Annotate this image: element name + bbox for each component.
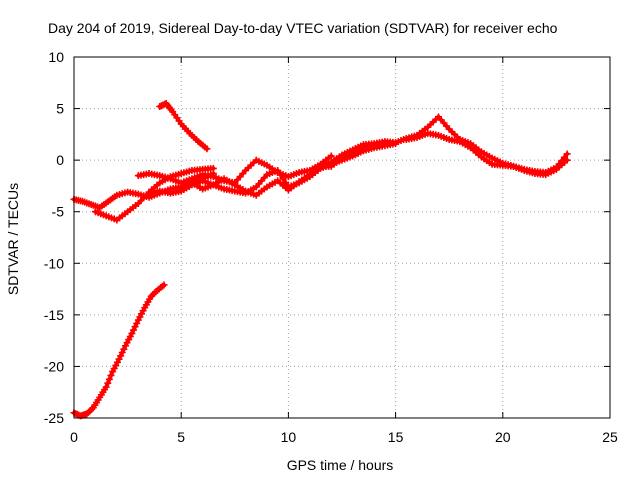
x-tick-label: 10 xyxy=(281,429,297,445)
y-tick-label: -10 xyxy=(44,255,64,271)
series-line xyxy=(72,282,167,418)
y-tick-label: -25 xyxy=(44,410,64,426)
data-point xyxy=(104,379,112,387)
grid xyxy=(74,57,610,418)
data-point xyxy=(327,152,335,160)
x-tick-label: 25 xyxy=(602,429,618,445)
plot-frame xyxy=(73,56,611,419)
data-point xyxy=(209,164,217,172)
data-point xyxy=(160,281,168,289)
data-point xyxy=(274,166,282,174)
y-tick-label: 5 xyxy=(56,101,64,117)
series-track-f xyxy=(317,113,571,177)
x-tick-label: 15 xyxy=(388,429,404,445)
x-tick-labels: 0 5 10 15 20 25 xyxy=(70,429,618,445)
y-tick-label: -5 xyxy=(52,204,65,220)
chart-title: Day 204 of 2019, Sidereal Day-to-day VTE… xyxy=(48,20,558,36)
x-tick-label: 20 xyxy=(495,429,511,445)
y-axis-label: SDTVAR / TECUs xyxy=(5,183,21,295)
data-point xyxy=(102,383,110,391)
y-tick-label: -15 xyxy=(44,307,64,323)
data-point xyxy=(563,150,571,158)
data-point xyxy=(279,175,287,183)
x-tick-label: 5 xyxy=(177,429,185,445)
y-tick-label: -20 xyxy=(44,358,64,374)
data-point xyxy=(105,375,113,383)
axis-ticks xyxy=(73,56,611,419)
x-tick-label: 0 xyxy=(70,429,78,445)
x-axis-label: GPS time / hours xyxy=(287,457,394,473)
y-tick-label: 10 xyxy=(48,49,64,65)
data-point xyxy=(107,371,115,379)
data-series xyxy=(70,99,571,420)
y-tick-labels: -25 -20 -15 -10 -5 0 5 10 xyxy=(44,49,64,426)
data-point xyxy=(203,145,211,153)
data-point xyxy=(276,171,284,179)
series-track-g xyxy=(402,129,571,179)
series-satellite-track-low xyxy=(70,281,168,420)
y-tick-label: 0 xyxy=(56,152,64,168)
series-satellite-track-high xyxy=(156,99,211,153)
data-point xyxy=(563,156,571,164)
series-track-b xyxy=(91,164,217,224)
